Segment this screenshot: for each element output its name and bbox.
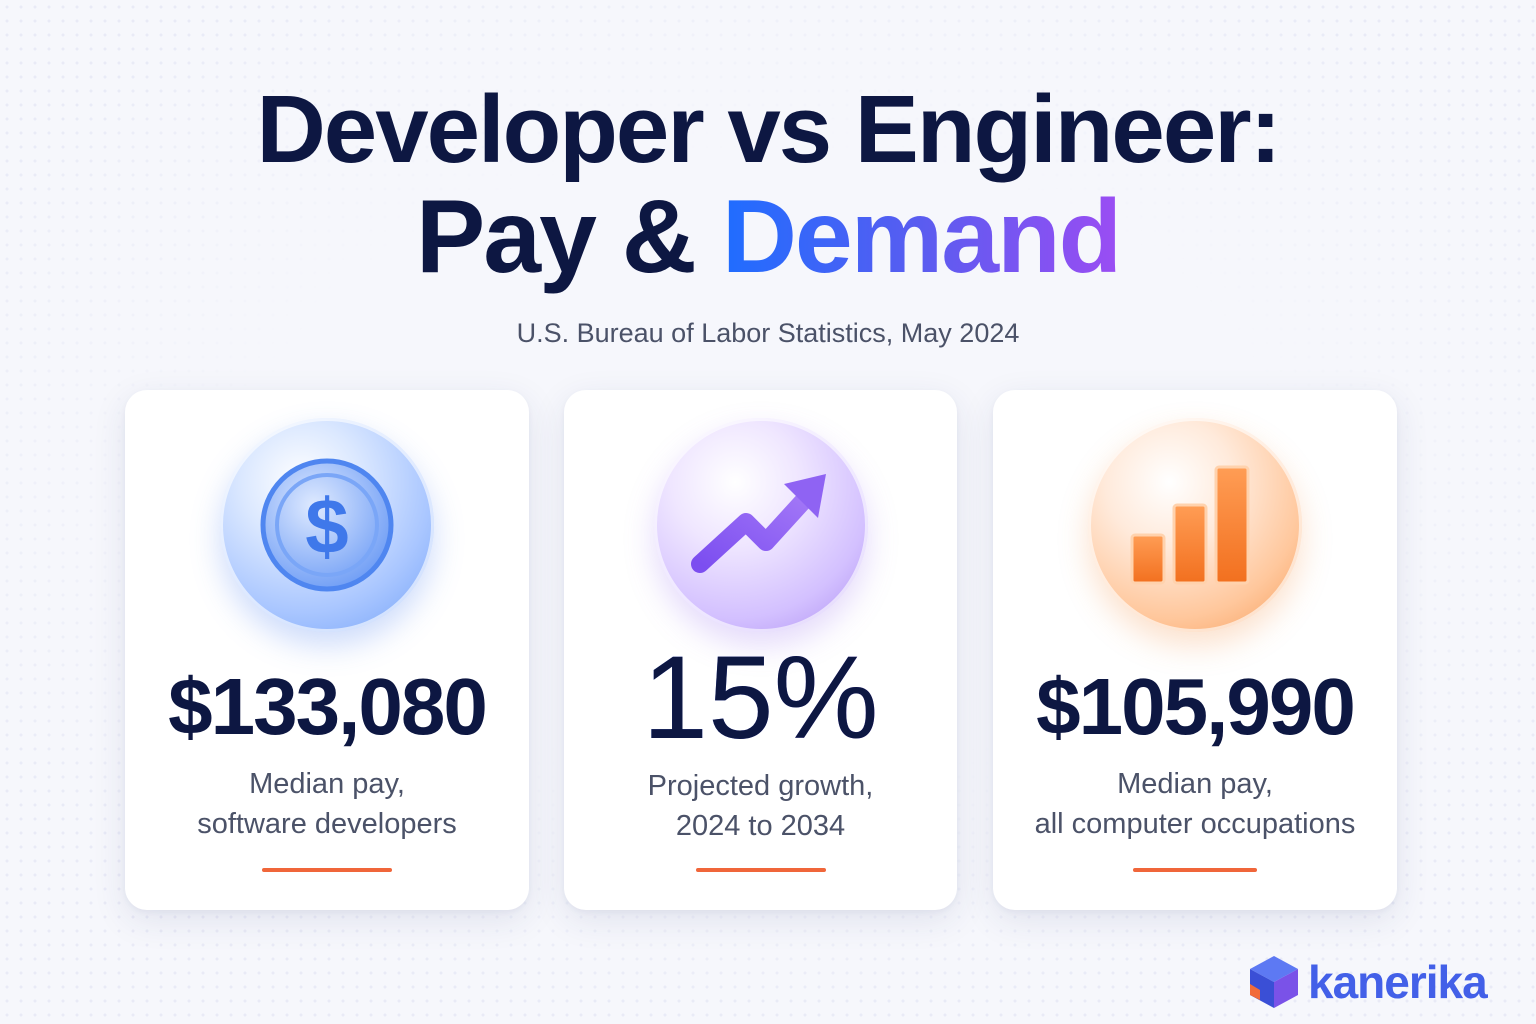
stat-value: $105,990 [1036,662,1356,751]
stat-caption: Median pay, all computer occupations [993,764,1397,844]
dollar-coin-icon: $ [220,418,434,632]
stat-card-developer-pay: $ $133,080 Median pay, software develope… [125,390,529,910]
svg-text:$: $ [305,482,348,570]
stat-caption-line-1: Median pay, [1117,768,1273,800]
stat-caption-line-2: all computer occupations [1034,808,1356,840]
stat-card-projected-growth: 15% Projected growth, 2024 to 2034 [564,390,957,910]
brand-name: kanerika [1308,956,1488,1008]
stat-caption-line-2: software developers [197,808,457,840]
kanerika-cube-logo-icon [1250,956,1298,1008]
stat-caption: Median pay, software developers [125,764,529,844]
title-plain-text: Pay & [415,179,722,295]
brand-logo: kanerika [1248,954,1508,1010]
stat-value: 15% [564,636,957,760]
stat-value: $133,080 [168,662,488,751]
page-title-line-1: Developer vs Engineer: [256,76,1281,183]
stat-caption: Projected growth, 2024 to 2034 [564,766,957,846]
source-subtitle: U.S. Bureau of Labor Statistics, May 202… [516,318,1020,348]
stat-caption-line-2: 2024 to 2034 [675,810,846,842]
accent-divider [262,868,392,872]
title-highlight-text: Demand [721,179,1122,295]
stat-caption-line-1: Median pay, [249,768,405,800]
stat-card-computer-occupations-pay: $105,990 Median pay, all computer occupa… [993,390,1397,910]
accent-divider [695,868,826,872]
page-title-line-2: Pay & Demand [0,182,1536,292]
bar-chart-icon [1088,418,1302,632]
trending-up-arrow-icon [653,418,868,632]
stat-caption-line-1: Projected growth, [647,770,874,802]
accent-divider [1133,868,1257,872]
